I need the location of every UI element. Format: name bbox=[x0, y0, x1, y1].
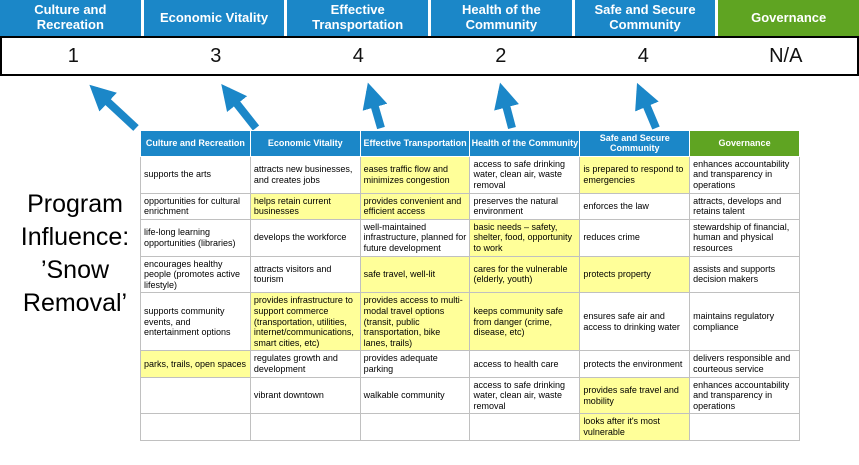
table-cell: parks, trails, open spaces bbox=[140, 350, 251, 378]
score-health: 2 bbox=[495, 44, 507, 67]
table-cell: helps retain current businesses bbox=[249, 192, 361, 220]
table-cell: supports community events, and entertain… bbox=[140, 292, 251, 352]
table-cell: regulates growth and development bbox=[249, 350, 361, 378]
score-arrows bbox=[0, 78, 859, 134]
table-cell: provides infrastructure to support comme… bbox=[249, 292, 361, 352]
up-arrow-economic bbox=[221, 83, 260, 131]
table-cell: keeps community safe from danger (crime,… bbox=[469, 292, 581, 352]
table-cell: protects the environment bbox=[579, 350, 691, 378]
table-cell: supports the arts bbox=[140, 155, 251, 194]
table-cell: safe travel, well-lit bbox=[359, 255, 471, 294]
influence-table: Culture and Recreation Economic Vitality E… bbox=[140, 130, 800, 441]
table-cell: reduces crime bbox=[579, 218, 691, 257]
table-header-cell: Culture and Recreation bbox=[140, 130, 251, 157]
table-cell: is prepared to respond to emergencies bbox=[579, 155, 691, 194]
scorecard-header-transportation: Effective Transportation bbox=[287, 0, 429, 36]
table-row: looks after it's most vulnerable bbox=[140, 413, 800, 441]
table-cell: attracts visitors and tourism bbox=[249, 255, 361, 294]
score-economic: 3 bbox=[210, 44, 222, 67]
table-cell bbox=[689, 413, 800, 441]
program-title: Program Influence: ’Snow Removal’ bbox=[20, 190, 130, 317]
table-cell: encourages healthy people (promotes acti… bbox=[140, 255, 251, 294]
scorecard-scores: 1 3 4 2 4 N/A bbox=[0, 36, 859, 76]
arrows-svg bbox=[89, 82, 660, 131]
table-cell: delivers responsible and courteous servi… bbox=[689, 350, 800, 378]
table-cell: enforces the law bbox=[579, 192, 691, 220]
table-cell: preserves the natural environment bbox=[469, 192, 581, 220]
table-header-cell: Effective Transportation bbox=[359, 130, 471, 157]
score-culture: 1 bbox=[67, 44, 79, 67]
table-row: opportunities for cultural enrichment hel… bbox=[140, 192, 800, 220]
table-cell bbox=[359, 413, 471, 441]
table-cell: attracts, develops and retains talent bbox=[689, 192, 800, 220]
table-cell: cares for the vulnerable (elderly, youth… bbox=[469, 255, 581, 294]
scorecard-header-safety: Safe and Secure Community bbox=[574, 0, 716, 36]
table-cell bbox=[469, 413, 581, 441]
score-governance: N/A bbox=[769, 44, 803, 67]
table-row: encourages healthy people (promotes acti… bbox=[140, 255, 800, 294]
table-cell: enhances accountability and transparency… bbox=[689, 155, 800, 194]
table-row: vibrant downtown walkable community access… bbox=[140, 376, 800, 415]
table-cell: opportunities for cultural enrichment bbox=[140, 192, 251, 220]
score-transportation: 4 bbox=[352, 44, 364, 67]
up-arrow-culture bbox=[89, 84, 139, 131]
table-cell: eases traffic flow and minimizes congest… bbox=[359, 155, 471, 194]
scorecard-header-governance: Governance bbox=[718, 0, 859, 36]
influence-matrix: Culture and Recreation Economic Vitality E… bbox=[140, 130, 800, 441]
table-header-cell: Governance bbox=[689, 130, 800, 157]
table-cell: develops the workforce bbox=[249, 218, 361, 257]
table-cell: vibrant downtown bbox=[249, 376, 361, 415]
table-cell: provides safe travel and mobility bbox=[579, 376, 691, 415]
score-safety: 4 bbox=[637, 44, 649, 67]
up-arrow-transportation bbox=[362, 82, 388, 130]
scorecard-header-culture: Culture and Recreation bbox=[0, 0, 141, 36]
table-cell: enhances accountability and transparency… bbox=[689, 376, 800, 415]
table-cell: protects property bbox=[579, 255, 691, 294]
scorecard-header-economic: Economic Vitality bbox=[143, 0, 285, 36]
table-cell: provides access to multi-modal travel op… bbox=[359, 292, 471, 352]
table-header-cell: Health of the Community bbox=[469, 130, 581, 157]
table-cell bbox=[140, 413, 251, 441]
scorecard-header-health: Health of the Community bbox=[431, 0, 572, 36]
table-cell: stewardship of financial, human and phys… bbox=[689, 218, 800, 257]
table-cell: well-maintained infrastructure, planned … bbox=[359, 218, 471, 257]
table-cell: looks after it's most vulnerable bbox=[579, 413, 691, 441]
table-cell bbox=[249, 413, 361, 441]
table-header-cell: Safe and Secure Community bbox=[579, 130, 691, 157]
table-cell: ensures safe air and access to drinking … bbox=[579, 292, 691, 352]
influence-table-body: supports the arts attracts new businesses… bbox=[140, 155, 800, 441]
table-cell: access to safe drinking water, clean air… bbox=[469, 376, 581, 415]
table-cell: assists and supports decision makers bbox=[689, 255, 800, 294]
table-row: parks, trails, open spaces regulates grow… bbox=[140, 350, 800, 378]
table-row: life-long learning opportunities (librar… bbox=[140, 218, 800, 257]
up-arrow-safety bbox=[635, 82, 660, 130]
up-arrow-health bbox=[494, 82, 519, 130]
table-row: supports community events, and entertain… bbox=[140, 292, 800, 352]
table-cell: attracts new businesses, and creates job… bbox=[249, 155, 361, 194]
table-cell: life-long learning opportunities (librar… bbox=[140, 218, 251, 257]
table-cell: access to safe drinking water, clean air… bbox=[469, 155, 581, 194]
table-row: supports the arts attracts new businesses… bbox=[140, 155, 800, 194]
table-cell: provides adequate parking bbox=[359, 350, 471, 378]
scorecard-header: Culture and Recreation Economic Vitality… bbox=[0, 0, 859, 36]
table-cell: basic needs – safety, shelter, food, opp… bbox=[469, 218, 581, 257]
table-cell: provides convenient and efficient access bbox=[359, 192, 471, 220]
table-cell: walkable community bbox=[359, 376, 471, 415]
table-cell bbox=[140, 376, 251, 415]
table-header-row: Culture and Recreation Economic Vitality E… bbox=[140, 130, 800, 157]
table-cell: maintains regulatory compliance bbox=[689, 292, 800, 352]
table-cell: access to health care bbox=[469, 350, 581, 378]
table-header-cell: Economic Vitality bbox=[249, 130, 361, 157]
